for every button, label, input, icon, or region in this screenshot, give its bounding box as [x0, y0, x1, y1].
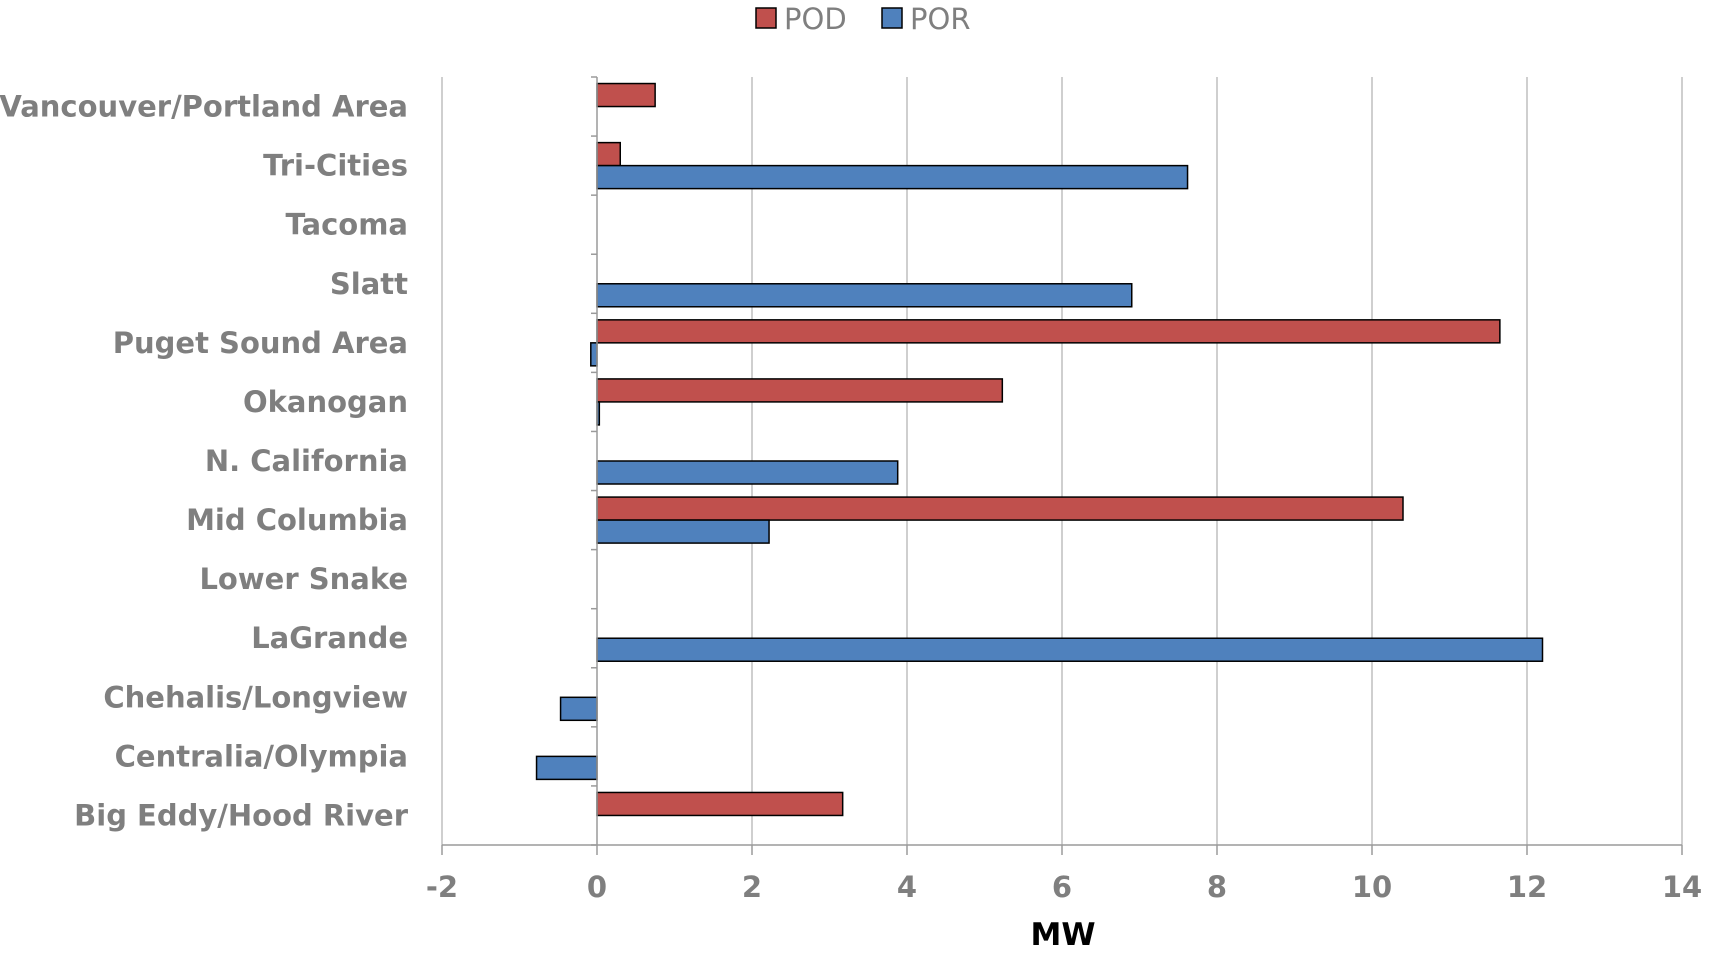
bar-pod-4: [596, 319, 1501, 344]
category-label-9: LaGrande: [251, 621, 408, 655]
x-tick-label-0: -2: [426, 870, 458, 904]
category-label-8: Lower Snake: [199, 562, 408, 596]
x-tick-label-2: 2: [742, 870, 762, 904]
x-tick-label-5: 8: [1207, 870, 1227, 904]
legend-swatch-pod: [755, 7, 777, 29]
legend-swatch-por: [881, 7, 903, 29]
bar-por-4: [590, 342, 598, 367]
bar-por-9: [596, 637, 1544, 662]
axes: [441, 76, 1683, 855]
category-label-3: Slatt: [330, 267, 408, 301]
bar-pod-0: [596, 82, 656, 108]
bar-por-1: [596, 164, 1189, 190]
x-tick-label-1: 0: [587, 870, 607, 904]
category-label-12: Big Eddy/Hood River: [74, 798, 409, 832]
category-label-6: N. California: [205, 444, 408, 478]
x-tick-label-4: 6: [1052, 870, 1072, 904]
category-labels: Vancouver/Portland Area Tri-Cities Tacoma S…: [0, 90, 409, 833]
category-label-10: Chehalis/Longview: [103, 680, 408, 714]
bar-por-7: [596, 519, 770, 544]
bars: [535, 82, 1544, 817]
category-label-4: Puget Sound Area: [113, 326, 408, 360]
category-label-0: Vancouver/Portland Area: [0, 90, 408, 124]
bar-pod-5: [596, 378, 1004, 403]
bar-por-3: [596, 283, 1133, 308]
bar-por-11: [535, 755, 598, 781]
bar-pod-12: [596, 791, 844, 817]
category-label-7: Mid Columbia: [186, 503, 408, 537]
category-label-2: Tacoma: [285, 208, 408, 242]
x-tick-label-6: 10: [1352, 870, 1392, 904]
bar-pod-1: [596, 141, 621, 167]
bar-pod-7: [596, 496, 1404, 521]
x-tick-label-3: 4: [897, 870, 917, 904]
gridlines: [441, 77, 1683, 845]
x-tick-label-7: 12: [1507, 870, 1547, 904]
category-label-5: Okanogan: [243, 385, 408, 419]
bar-por-10: [559, 696, 598, 722]
category-label-11: Centralia/Olympia: [115, 739, 408, 773]
legend: POD POR: [755, 2, 970, 36]
legend-label-por: POR: [910, 2, 970, 36]
tick-labels: -2 0 2 4 6 8 10 12 14: [426, 870, 1702, 904]
x-tick-label-8: 14: [1662, 870, 1702, 904]
category-label-1: Tri-Cities: [263, 149, 408, 183]
legend-label-pod: POD: [784, 2, 847, 36]
bar-por-6: [596, 460, 899, 485]
x-axis-title: MW: [1030, 917, 1095, 953]
